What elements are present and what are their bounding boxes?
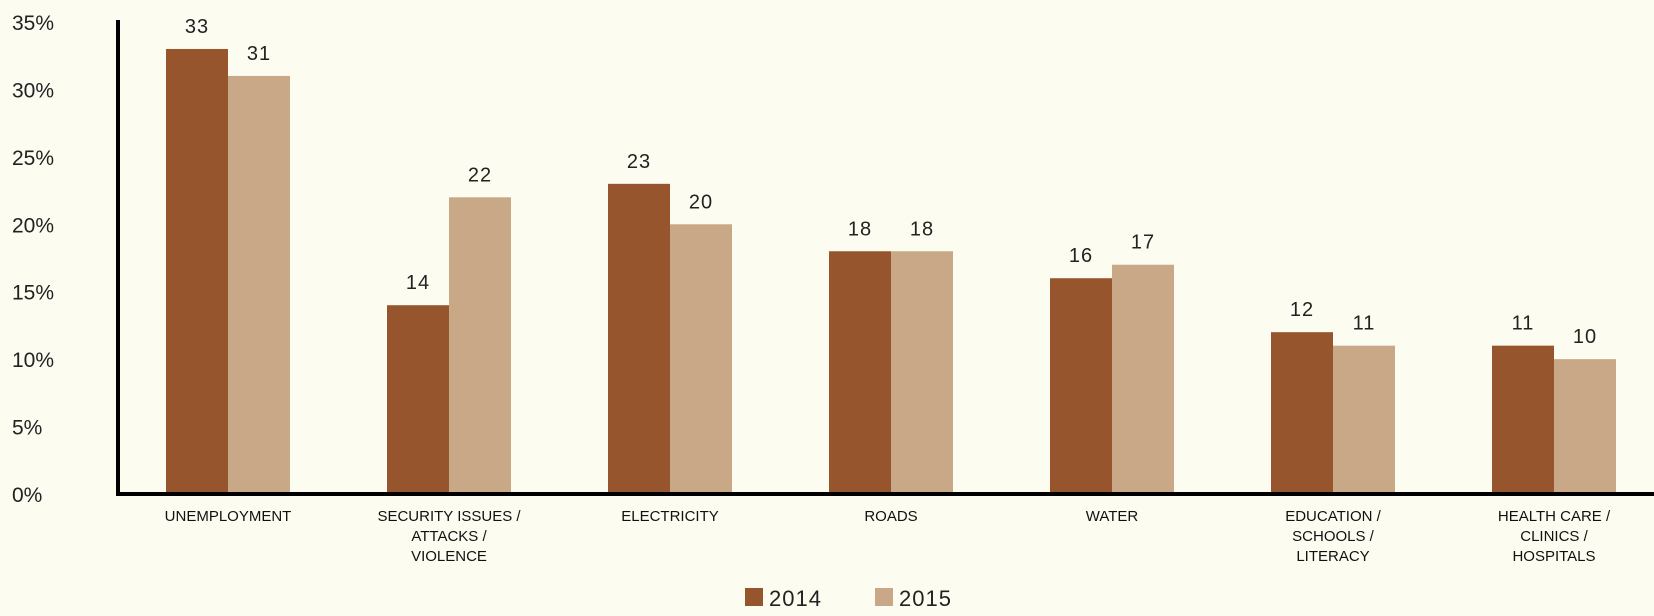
- category-label: WATER: [1086, 508, 1139, 525]
- y-tick-label: 5%: [12, 417, 42, 440]
- category-label: SECURITY ISSUES /: [377, 508, 521, 525]
- y-tick-label: 15%: [12, 282, 54, 305]
- y-tick-label: 35%: [12, 12, 54, 35]
- y-tick-label: 20%: [12, 214, 54, 237]
- bar-2015: [891, 251, 953, 494]
- category-label: ATTACKS /: [411, 528, 487, 545]
- category-label: ELECTRICITY: [621, 508, 719, 525]
- bar-2015: [1333, 345, 1395, 494]
- category-label: SCHOOLS /: [1292, 528, 1375, 545]
- bar-2014: [387, 305, 449, 494]
- data-label: 20: [689, 191, 713, 213]
- category-label: LITERACY: [1296, 548, 1369, 565]
- category-label: EDUCATION /: [1285, 508, 1381, 525]
- bar-2015: [449, 197, 511, 495]
- category-label: CLINICS /: [1520, 528, 1588, 545]
- y-tick-label: 25%: [12, 147, 54, 170]
- category-labels: UNEMPLOYMENT SECURITY ISSUES / ATTACKS / VI…: [165, 508, 1611, 565]
- legend-label: 2015: [899, 586, 952, 611]
- category-label: ROADS: [864, 508, 917, 525]
- bars: [166, 48, 1616, 495]
- y-tick-label: 30%: [12, 79, 54, 102]
- y-tick-label: 0%: [12, 484, 42, 507]
- data-label: 33: [185, 16, 209, 38]
- data-label: 11: [1512, 313, 1535, 335]
- bar-2014: [1492, 345, 1554, 494]
- data-label: 17: [1131, 232, 1155, 254]
- data-label: 11: [1353, 313, 1376, 335]
- bar-2015: [228, 75, 290, 494]
- data-label: 18: [848, 218, 872, 240]
- category-label: VIOLENCE: [411, 548, 487, 565]
- data-label: 31: [247, 43, 271, 65]
- data-label: 14: [406, 272, 430, 294]
- legend: 2014 2015: [745, 586, 952, 611]
- category-label: HEALTH CARE /: [1498, 508, 1611, 525]
- data-label: 18: [910, 218, 934, 240]
- axes: [116, 20, 1654, 496]
- category-label: HOSPITALS: [1512, 548, 1595, 565]
- data-label: 10: [1573, 326, 1597, 348]
- bar-2015: [1554, 359, 1616, 494]
- bar-2014: [829, 251, 891, 494]
- legend-label: 2014: [769, 586, 822, 611]
- legend-swatch-2014: [745, 588, 763, 606]
- bar-2015: [1112, 264, 1174, 494]
- legend-swatch-2015: [875, 588, 893, 606]
- data-label: 16: [1069, 245, 1093, 267]
- y-tick-label: 10%: [12, 349, 54, 372]
- bar-2014: [1050, 278, 1112, 494]
- y-axis-tick-labels: 0% 5% 10% 15% 20% 25% 30% 35%: [12, 12, 54, 507]
- data-label: 22: [468, 164, 492, 186]
- data-label: 12: [1290, 299, 1314, 321]
- category-label: UNEMPLOYMENT: [165, 508, 292, 525]
- bar-2014: [166, 48, 228, 494]
- bar-2014: [608, 183, 670, 495]
- data-label: 23: [627, 151, 651, 173]
- value-labels: 33 31 14 22 23 20 18 18 16 17 12 11 11 10: [185, 16, 1597, 348]
- bar-2015: [670, 224, 732, 495]
- bar-2014: [1271, 332, 1333, 494]
